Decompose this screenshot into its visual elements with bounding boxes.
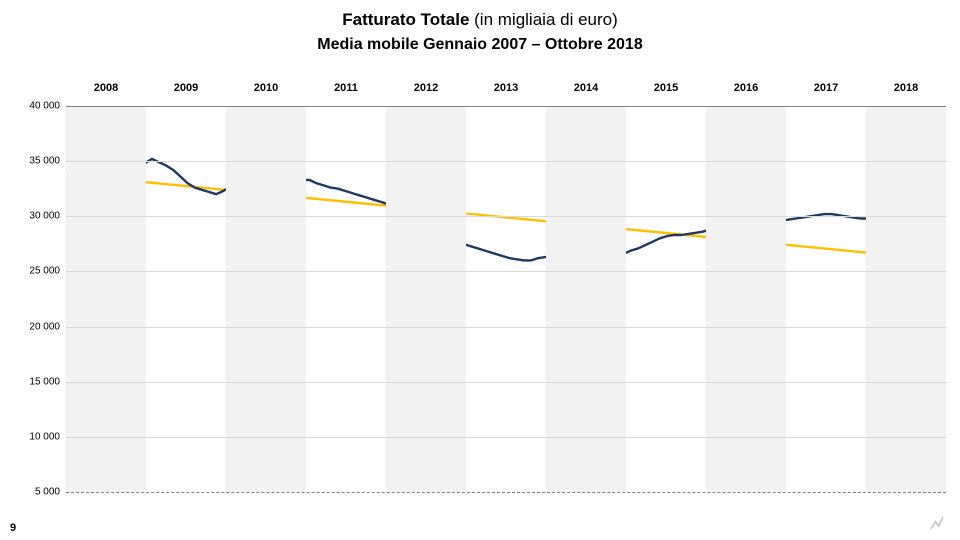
- x-axis-label: 2010: [254, 82, 278, 94]
- grid-line: [66, 327, 946, 328]
- page-number: 9: [10, 522, 16, 534]
- x-axis-label: 2015: [654, 82, 678, 94]
- y-axis-label: 10 000: [16, 431, 60, 442]
- grid-line: [66, 216, 946, 217]
- y-axis-label: 5 000: [16, 487, 60, 498]
- year-band: [866, 106, 946, 492]
- grid-line: [66, 271, 946, 272]
- grid-line: [66, 492, 946, 493]
- chart-area: 2008 2009 2010 2011 2012 2013 2014 2015 2016 2017…: [16, 82, 946, 492]
- year-band: [626, 106, 706, 492]
- year-band: [226, 106, 306, 492]
- x-axis-label: 2011: [334, 82, 358, 94]
- y-axis-label: 40 000: [16, 101, 60, 112]
- y-axis-label: 35 000: [16, 156, 60, 167]
- x-axis-label: 2012: [414, 82, 438, 94]
- x-axis-label: 2009: [174, 82, 198, 94]
- x-axis-label: 2008: [94, 82, 118, 94]
- year-band: [546, 106, 626, 492]
- footer-logo-icon: [928, 514, 946, 532]
- chart-title: Fatturato Totale (in migliaia di euro): [0, 10, 960, 30]
- year-band: [386, 106, 466, 492]
- year-band: [786, 106, 866, 492]
- grid-line: [66, 382, 946, 383]
- year-band: [146, 106, 226, 492]
- grid-line: [66, 437, 946, 438]
- year-band: [306, 106, 386, 492]
- x-axis-label: 2016: [734, 82, 758, 94]
- grid-line: [66, 161, 946, 162]
- y-axis-label: 25 000: [16, 266, 60, 277]
- x-axis-label: 2013: [494, 82, 518, 94]
- y-axis-label: 20 000: [16, 321, 60, 332]
- x-axis-label: 2018: [894, 82, 918, 94]
- grid-line: [66, 106, 946, 107]
- y-axis-label: 30 000: [16, 211, 60, 222]
- year-band: [66, 106, 146, 492]
- year-band: [706, 106, 786, 492]
- chart-subtitle: Media mobile Gennaio 2007 – Ottobre 2018: [0, 36, 960, 54]
- x-axis-label: 2014: [574, 82, 598, 94]
- x-axis-label: 2017: [814, 82, 838, 94]
- y-axis-label: 15 000: [16, 376, 60, 387]
- year-band: [466, 106, 546, 492]
